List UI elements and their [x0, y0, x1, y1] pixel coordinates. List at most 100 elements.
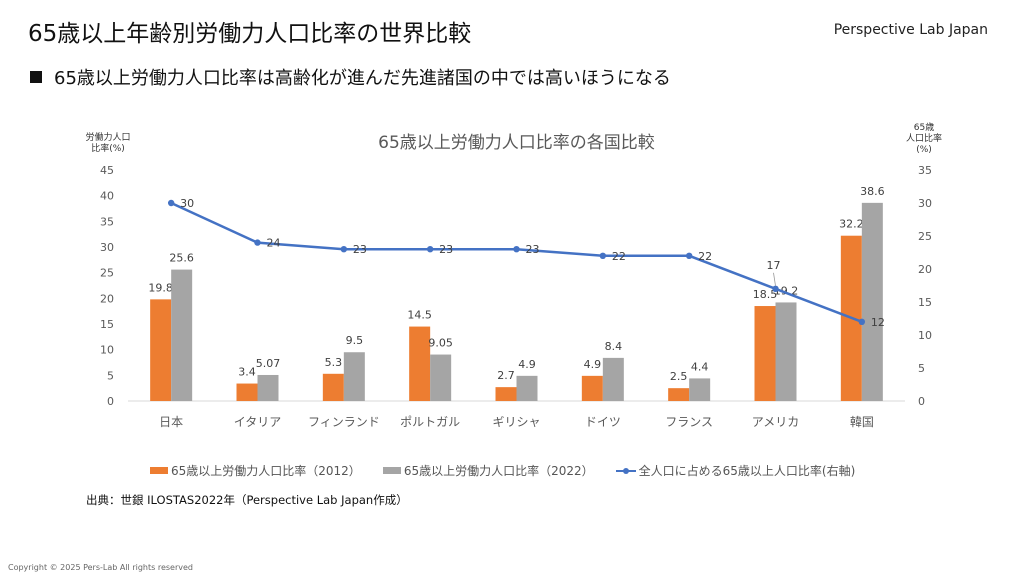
leader-line	[773, 272, 776, 286]
y2-tick-label: 10	[918, 329, 932, 342]
line-data-label: 22	[612, 250, 626, 263]
bar-2022	[861, 202, 883, 401]
data-label: 4.9	[518, 358, 536, 371]
bar-2022	[775, 302, 797, 401]
y-tick-label: 25	[100, 267, 114, 280]
y-axis-label: 比率(%)	[91, 142, 125, 154]
y2-axis-label: 人口比率	[906, 132, 942, 144]
y-tick-label: 20	[100, 292, 114, 305]
x-tick-label: ポルトガル	[400, 415, 460, 429]
square-bullet-icon	[30, 71, 42, 83]
y2-tick-label: 30	[918, 197, 932, 210]
bar-2022	[343, 352, 365, 401]
data-label: 25.6	[169, 252, 194, 265]
line-point	[340, 246, 348, 253]
brand-name: Perspective Lab Japan	[833, 22, 988, 38]
subtitle: 65歳以上労働力人口比率は高齢化が進んだ先進諸国の中では高いほうになる	[30, 64, 671, 90]
y2-axis-label: 65歳	[914, 121, 934, 133]
bar-2012	[409, 326, 431, 401]
data-label: 4.4	[691, 360, 709, 373]
line-data-label: 30	[180, 197, 194, 210]
bar-2022	[516, 375, 538, 401]
data-label: 32.2	[839, 218, 864, 231]
y-axis-label: 労働力人口	[85, 131, 130, 143]
legend-line-marker-icon	[615, 467, 636, 474]
y2-tick-label: 0	[918, 395, 925, 408]
bar-2022	[689, 378, 711, 401]
y-tick-label: 40	[100, 190, 114, 203]
legend-swatch-gray	[382, 467, 401, 474]
source-note: 出典：世銀 ILOSTAS2022年（Perspective Lab Japan…	[86, 493, 408, 507]
y2-tick-label: 5	[918, 362, 925, 375]
x-tick-label: フランス	[665, 415, 713, 429]
data-label: 19.8	[148, 281, 173, 294]
legend-label: 65歳以上労働力人口比率（2012）	[171, 464, 361, 478]
line-point	[685, 252, 693, 259]
bar-2022	[430, 354, 452, 401]
line-data-label: 12	[871, 316, 885, 329]
subtitle-text: 65歳以上労働力人口比率は高齢化が進んだ先進諸国の中では高いほうになる	[54, 68, 671, 89]
line-series	[170, 201, 863, 323]
y2-tick-label: 35	[918, 164, 932, 177]
legend-swatch-orange	[150, 467, 168, 474]
legend-item-2012: 65歳以上労働力人口比率（2012）	[150, 462, 361, 479]
line-point	[167, 199, 175, 207]
legend: 65歳以上労働力人口比率（2012） 65歳以上労働力人口比率（2022） 全人…	[150, 462, 855, 479]
data-label: 9.5	[346, 334, 364, 347]
line-data-label: 22	[698, 250, 712, 263]
x-tick-label: 日本	[159, 415, 183, 429]
x-tick-label: イタリア	[234, 415, 282, 429]
page-title: 65歳以上年齢別労働力人口比率の世界比較	[28, 21, 472, 47]
line-data-label: 17	[767, 259, 781, 272]
bar-2012	[581, 375, 603, 401]
x-tick-label: ドイツ	[585, 415, 621, 429]
line-data-label: 24	[267, 237, 281, 250]
y-tick-label: 15	[100, 318, 114, 331]
x-tick-label: 韓国	[850, 415, 874, 429]
copyright: Copyright © 2025 Pers-Lab All rights res…	[8, 563, 193, 572]
line-point	[513, 246, 520, 253]
x-tick-label: アメリカ	[752, 415, 799, 429]
y-tick-label: 5	[107, 369, 114, 382]
line-point	[426, 246, 434, 253]
bar-2012	[150, 299, 172, 401]
line-data-label: 23	[353, 243, 367, 256]
x-tick-label: ギリシャ	[492, 415, 540, 429]
data-label: 14.5	[407, 309, 432, 322]
data-label: 2.7	[497, 369, 515, 382]
chart-title: 65歳以上労働力人口比率の各国比較	[378, 133, 655, 153]
bar-2012	[668, 388, 690, 401]
y-tick-label: 0	[107, 395, 114, 408]
data-label: 9.05	[428, 337, 453, 350]
data-label: 4.9	[584, 358, 602, 371]
bar-2012	[236, 383, 258, 401]
legend-label: 全人口に占める65歳以上人口比率(右軸)	[638, 464, 856, 478]
bar-2012	[322, 373, 344, 401]
y-tick-label: 10	[100, 344, 114, 357]
bar-2022	[257, 374, 279, 401]
line-data-label: 23	[439, 243, 453, 256]
x-tick-label: フィンランド	[308, 415, 380, 429]
line-point	[254, 239, 261, 246]
bar-2022	[602, 357, 624, 401]
data-label: 8.4	[605, 340, 623, 353]
data-label: 3.4	[238, 366, 256, 379]
line-data-label: 23	[526, 243, 540, 256]
legend-item-2022: 65歳以上労働力人口比率（2022）	[382, 462, 594, 479]
line-point	[858, 318, 866, 325]
data-label: 38.6	[860, 185, 885, 198]
legend-label: 65歳以上労働力人口比率（2022）	[403, 464, 594, 478]
data-label: 18.5	[753, 288, 778, 301]
bar-2012	[754, 306, 776, 401]
legend-item-line: 全人口に占める65歳以上人口比率(右軸)	[615, 462, 856, 479]
y-tick-label: 30	[100, 241, 114, 254]
y2-tick-label: 25	[918, 230, 932, 243]
bar-2012	[495, 387, 517, 401]
data-label: 2.5	[670, 370, 688, 383]
bar-2022	[171, 269, 193, 401]
y-tick-label: 35	[100, 215, 114, 228]
data-label: 5.3	[325, 356, 343, 369]
line-point	[772, 285, 779, 292]
data-label: 5.07	[256, 357, 281, 370]
